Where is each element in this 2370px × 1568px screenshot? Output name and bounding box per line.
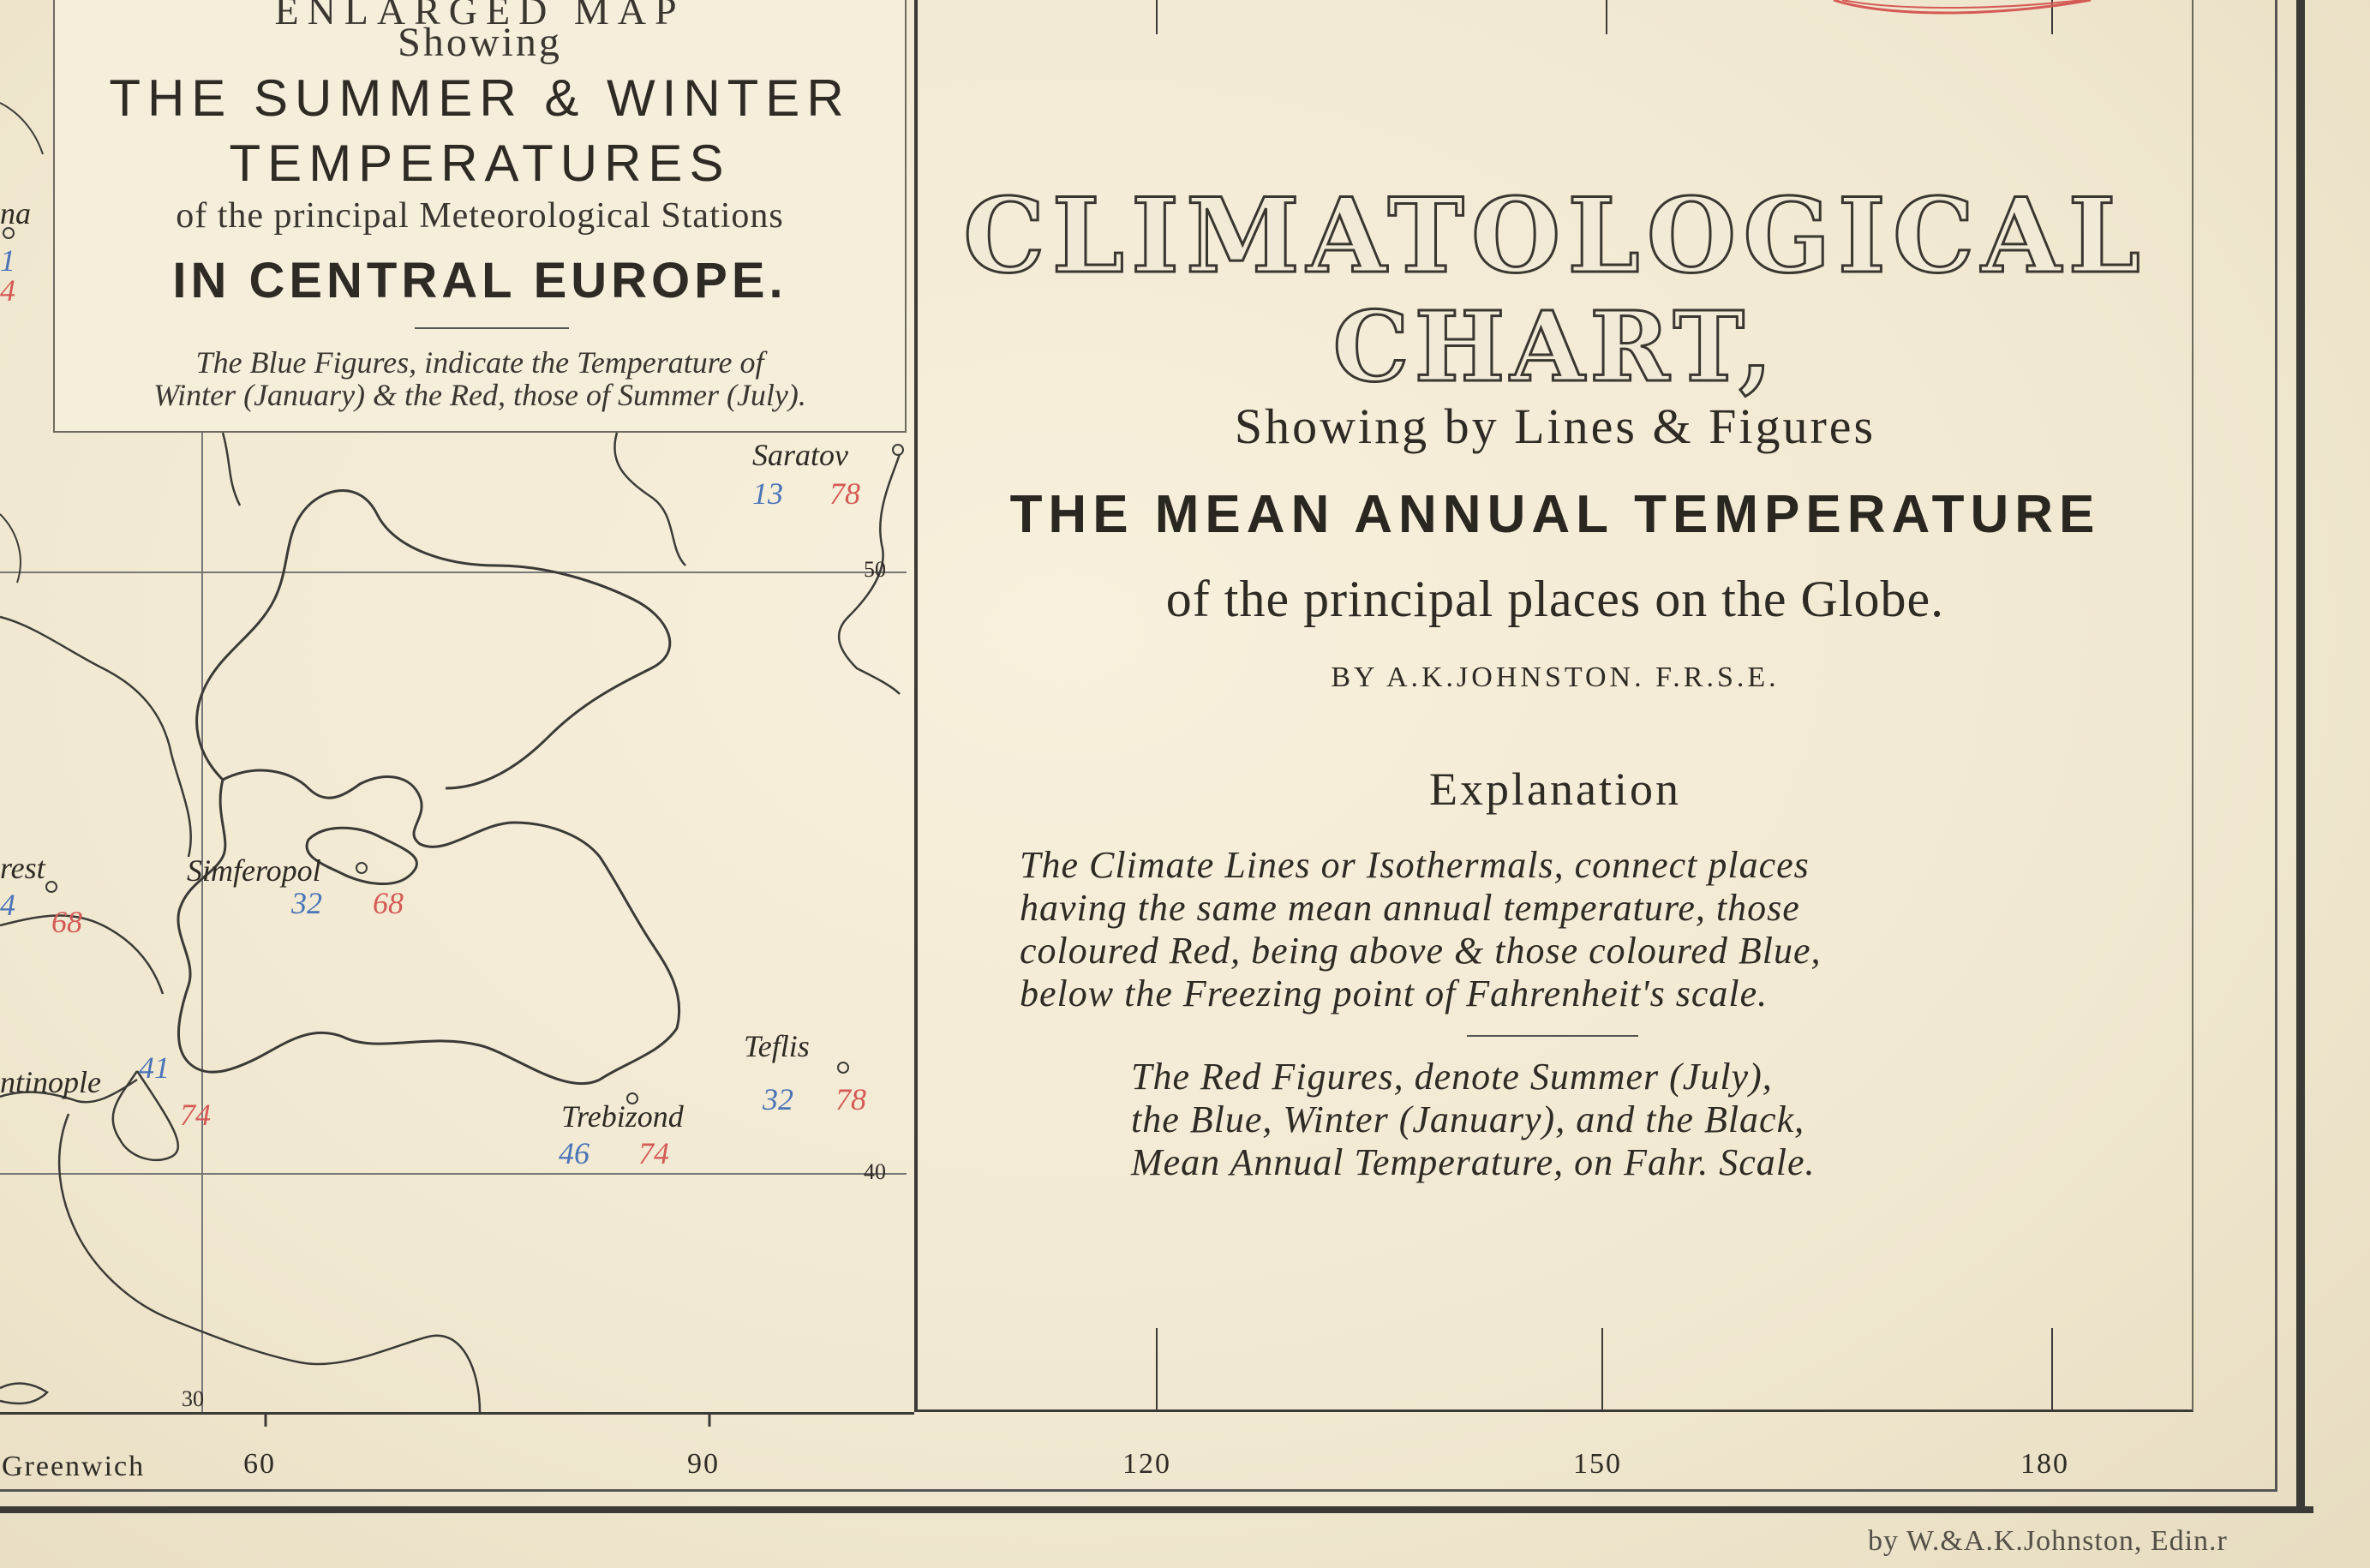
- longitude-label-30: 30: [182, 1386, 204, 1411]
- longitude-label-90: 90: [687, 1448, 720, 1480]
- station-name-partial: na: [0, 196, 31, 230]
- station-name-saratov: Saratov: [752, 438, 848, 472]
- latitude-label-50: 50: [864, 557, 886, 582]
- chart-title-main: CLIMATOLOGICAL: [962, 175, 2147, 298]
- explanation-text: The Climate Lines or Isothermals, connec…: [1020, 844, 2108, 1015]
- station-winter-simferopol: 32: [291, 886, 322, 920]
- publisher-imprint: by W.&A.K.Johnston, Edin.r: [1868, 1525, 2228, 1557]
- figures-line: The Red Figures, denote Summer (July),: [1131, 1056, 1773, 1098]
- explanation-line: The Climate Lines or Isothermals, connec…: [1020, 844, 1810, 886]
- explanation-line: coloured Red, being above & those colour…: [1020, 930, 1822, 972]
- inset-note: The Blue Figures, indicate the Temperatu…: [72, 346, 888, 411]
- chart-title-sub: CHART,: [1332, 290, 1778, 405]
- station-winter-partial: 1: [0, 243, 15, 278]
- inset-title-line1: THE SUMMER & WINTER: [109, 69, 851, 127]
- longitude-label-150: 150: [1573, 1448, 1622, 1480]
- station-winter-saratov: 13: [752, 476, 783, 511]
- station-summer-trebizond: 74: [638, 1136, 669, 1170]
- station-name-bucharest: rest: [0, 851, 45, 885]
- title-panel: [914, 0, 2193, 1412]
- inset-title-line3: of the principal Meteorological Stations: [176, 196, 784, 236]
- inset-note-line2: Winter (January) & the Red, those of Sum…: [153, 378, 806, 412]
- explanation-heading: Explanation: [1429, 763, 1681, 815]
- author-credit: BY A.K.JOHNSTON. F.R.S.E.: [1331, 661, 1780, 693]
- station-winter-constantinople: 41: [139, 1050, 170, 1085]
- station-name-teflis: Teflis: [744, 1029, 810, 1063]
- latitude-label-40: 40: [864, 1159, 886, 1184]
- explanation-line: having the same mean annual temperature,…: [1020, 887, 1800, 929]
- station-winter-bucharest: 4: [0, 888, 15, 922]
- inset-enlarged-label: ENLARGED MAP: [274, 0, 685, 33]
- subtitle-mean-annual: THE MEAN ANNUAL TEMPERATURE: [1009, 485, 2101, 544]
- station-name-constantinople: ntinople: [0, 1065, 101, 1099]
- inset-divider: [415, 327, 569, 329]
- inset-title-line2: TEMPERATURES: [229, 135, 731, 192]
- inset-title-line4: IN CENTRAL EUROPE.: [172, 253, 787, 308]
- inset-showing-label: Showing: [398, 20, 562, 65]
- figures-line: Mean Annual Temperature, on Fahr. Scale.: [1131, 1141, 1816, 1183]
- longitude-label-60: 60: [243, 1448, 276, 1480]
- station-summer-bucharest: 68: [51, 905, 82, 939]
- subtitle-principal-places: of the principal places on the Globe.: [1165, 571, 1945, 627]
- station-name-trebizond: Trebizond: [561, 1099, 684, 1134]
- station-summer-simferopol: 68: [373, 886, 404, 920]
- inset-note-line1: The Blue Figures, indicate the Temperatu…: [195, 345, 764, 380]
- station-summer-partial: 4: [0, 273, 15, 308]
- station-winter-trebizond: 46: [559, 1136, 590, 1170]
- longitude-label-120: 120: [1122, 1448, 1171, 1480]
- inset-title-box: ENLARGED MAP Showing THE SUMMER & WINTER…: [53, 0, 907, 433]
- explanation-divider: [1467, 1035, 1638, 1037]
- explanation-line: below the Freezing point of Fahrenheit's…: [1020, 973, 1769, 1014]
- longitude-label-180: 180: [2020, 1448, 2069, 1480]
- station-name-simferopol: Simferopol: [187, 853, 321, 888]
- greenwich-label: Greenwich: [2, 1451, 146, 1482]
- subtitle-showing: Showing by Lines & Figures: [1234, 398, 1876, 454]
- figures-legend: The Red Figures, denote Summer (July), t…: [1131, 1056, 1988, 1184]
- figures-line: the Blue, Winter (January), and the Blac…: [1131, 1098, 1805, 1140]
- station-summer-constantinople: 74: [180, 1098, 211, 1132]
- station-winter-teflis: 32: [763, 1082, 793, 1116]
- station-summer-saratov: 78: [829, 476, 860, 511]
- station-summer-teflis: 78: [835, 1082, 866, 1116]
